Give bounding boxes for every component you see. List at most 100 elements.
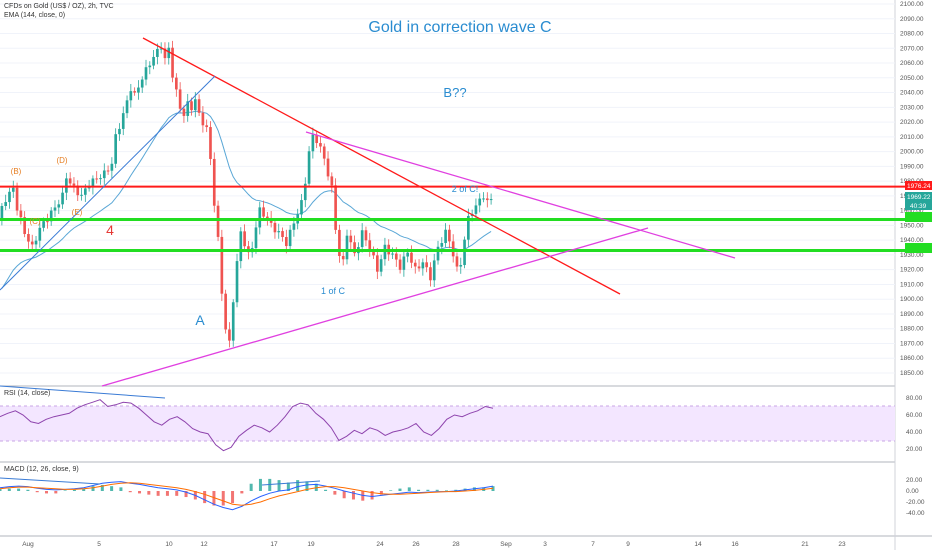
candle-body[interactable] <box>322 146 326 159</box>
candle-body[interactable] <box>152 56 155 66</box>
candle-body[interactable] <box>394 253 398 260</box>
candle-body[interactable] <box>364 230 368 241</box>
candle-body[interactable] <box>391 253 394 255</box>
candle-body[interactable] <box>277 231 281 233</box>
candle-body[interactable] <box>398 259 402 270</box>
candle-body[interactable] <box>102 170 106 179</box>
candle-body[interactable] <box>444 229 447 244</box>
signal-line[interactable] <box>0 482 494 506</box>
candle-body[interactable] <box>175 77 178 90</box>
candle-body[interactable] <box>205 125 209 128</box>
candle-body[interactable] <box>482 198 485 200</box>
rsi-divergence-line[interactable] <box>0 385 166 399</box>
macd-line[interactable] <box>0 481 494 511</box>
candle-body[interactable] <box>46 221 49 223</box>
candle-body[interactable] <box>110 163 114 171</box>
candle-body[interactable] <box>19 210 23 218</box>
candle-body[interactable] <box>311 134 315 152</box>
candle-body[interactable] <box>87 187 91 189</box>
candle-body[interactable] <box>474 205 478 214</box>
candle-body[interactable] <box>489 199 493 201</box>
candle-body[interactable] <box>23 217 26 235</box>
candle-body[interactable] <box>410 252 413 263</box>
rsi-line[interactable] <box>0 399 494 452</box>
candle-body[interactable] <box>284 237 288 247</box>
candle-body[interactable] <box>186 101 190 116</box>
candle-body[interactable] <box>345 235 349 260</box>
candle-body[interactable] <box>372 249 375 256</box>
symbol-legend[interactable]: CFDs on Gold (US$ / OZ), 2h, TVC <box>4 3 114 10</box>
candle-body[interactable] <box>99 178 102 180</box>
candle-body[interactable] <box>436 246 440 261</box>
candle-body[interactable] <box>254 227 258 249</box>
blue-uptrend-line[interactable] <box>0 75 216 291</box>
candle-body[interactable] <box>42 221 45 228</box>
macd-divergence-line-left[interactable] <box>0 477 101 485</box>
candle-body[interactable] <box>163 48 167 59</box>
candle-body[interactable] <box>243 231 246 247</box>
candle-body[interactable] <box>429 267 432 281</box>
candle-body[interactable] <box>15 187 19 211</box>
candle-body[interactable] <box>451 241 455 257</box>
candle-body[interactable] <box>338 229 341 257</box>
rsi-axis[interactable]: 80.00 60.00 40.00 20.00 <box>906 395 923 453</box>
candle-body[interactable] <box>307 151 311 184</box>
candle-body[interactable] <box>421 262 425 269</box>
candle-body[interactable] <box>220 236 224 294</box>
candle-body[interactable] <box>121 113 125 129</box>
candle-body[interactable] <box>76 185 80 196</box>
candle-body[interactable] <box>106 170 110 172</box>
candle-body[interactable] <box>49 210 53 222</box>
candle-body[interactable] <box>300 200 303 215</box>
candle-body[interactable] <box>72 183 76 186</box>
rsi-legend[interactable]: RSI (14, close) <box>4 390 51 397</box>
candle-body[interactable] <box>80 194 83 196</box>
candle-body[interactable] <box>95 178 99 180</box>
candle-body[interactable] <box>91 178 95 188</box>
candle-body[interactable] <box>178 89 182 109</box>
candle-body[interactable] <box>118 128 121 135</box>
candle-body[interactable] <box>334 185 337 230</box>
candle-body[interactable] <box>266 216 269 219</box>
candle-body[interactable] <box>459 265 463 267</box>
candle-body[interactable] <box>137 87 140 93</box>
candle-body[interactable] <box>129 91 133 101</box>
candle-body[interactable] <box>228 329 231 341</box>
candle-body[interactable] <box>467 215 470 240</box>
candle-body[interactable] <box>292 223 296 230</box>
candle-body[interactable] <box>448 229 451 242</box>
red-downtrend-line[interactable] <box>142 37 621 295</box>
candle-body[interactable] <box>53 207 57 211</box>
candle-body[interactable] <box>330 176 334 186</box>
candle-body[interactable] <box>402 256 406 270</box>
candle-body[interactable] <box>273 222 277 233</box>
candle-body[interactable] <box>27 234 30 242</box>
candle-body[interactable] <box>68 178 72 184</box>
time-axis[interactable]: Aug 5 10 12 17 19 24 26 28 Sep 3 7 9 14 16 21 23 <box>22 541 846 548</box>
candle-body[interactable] <box>353 242 356 254</box>
candle-body[interactable] <box>478 198 482 206</box>
candle-body[interactable] <box>379 259 383 272</box>
candle-body[interactable] <box>281 231 284 238</box>
candle-body[interactable] <box>288 229 292 247</box>
candle-body[interactable] <box>65 178 68 193</box>
candle-body[interactable] <box>167 47 171 59</box>
candle-body[interactable] <box>485 198 489 201</box>
candle-body[interactable] <box>440 243 444 247</box>
candle-body[interactable] <box>235 261 239 303</box>
candle-body[interactable] <box>30 241 34 245</box>
ema-line[interactable] <box>1 110 492 289</box>
candle-body[interactable] <box>319 143 322 147</box>
candle-body[interactable] <box>463 239 466 266</box>
candle-body[interactable] <box>193 99 197 111</box>
candle-body[interactable] <box>216 205 220 237</box>
candle-body[interactable] <box>349 235 353 243</box>
candle-body[interactable] <box>83 188 87 195</box>
candle-body[interactable] <box>303 183 307 201</box>
candle-body[interactable] <box>239 231 243 262</box>
candle-body[interactable] <box>368 240 372 250</box>
magenta-lower-trend-line[interactable] <box>101 227 649 387</box>
candle-body[interactable] <box>417 266 421 269</box>
candle-body[interactable] <box>159 48 163 50</box>
